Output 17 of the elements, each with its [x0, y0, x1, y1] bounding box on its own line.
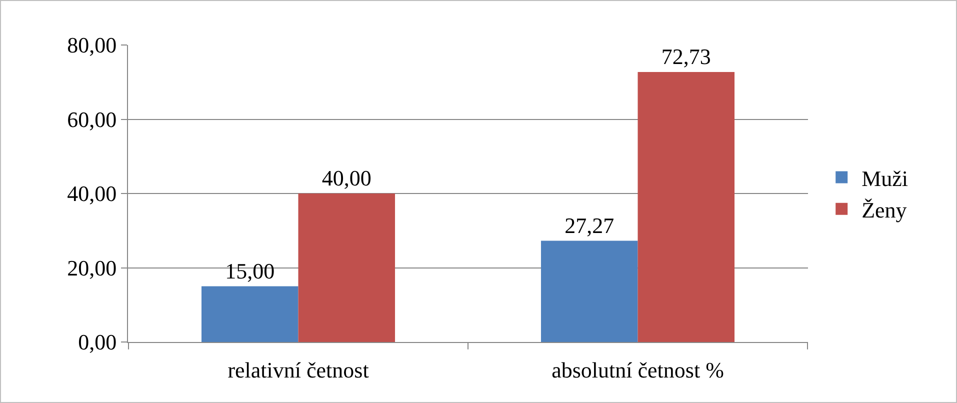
x-tick-label: relativní četnost	[228, 357, 369, 382]
data-label: 40,00	[322, 166, 372, 190]
legend-label: Muži	[862, 166, 908, 191]
bar	[638, 72, 735, 342]
y-tick-label: 40,00	[67, 181, 117, 206]
legend-label: Ženy	[862, 197, 907, 222]
bar	[298, 194, 396, 342]
bar	[201, 286, 298, 342]
data-label: 72,73	[661, 44, 711, 69]
y-tick-label: 20,00	[67, 255, 117, 280]
x-tick-label: absolutní četnost %	[552, 357, 724, 382]
data-label: 15,00	[225, 258, 275, 284]
bar	[540, 240, 638, 342]
y-tick-label: 60,00	[67, 106, 117, 132]
data-label: 27,27	[564, 212, 614, 238]
y-tick-label: 0,00	[78, 330, 117, 355]
y-tick-label: 80,00	[67, 32, 117, 58]
